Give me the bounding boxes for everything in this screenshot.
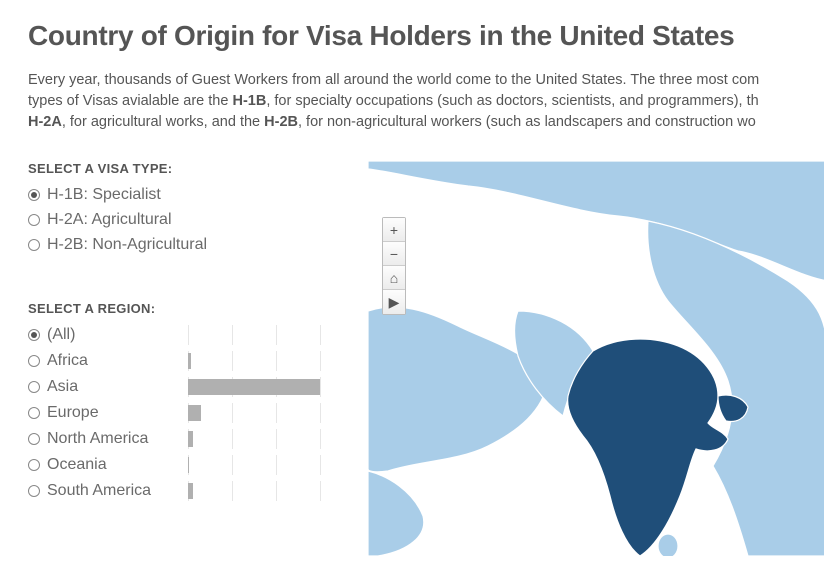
region-label: SELECT A REGION:	[28, 301, 368, 316]
zoom-in-button[interactable]: +	[383, 218, 405, 242]
region-option-label: Africa	[47, 352, 88, 370]
visa-type-label: SELECT A VISA TYPE:	[28, 161, 368, 176]
gridline	[276, 481, 277, 501]
region-option-label: North America	[47, 430, 148, 448]
gridline	[320, 351, 321, 371]
gridline	[276, 455, 277, 475]
gridline	[320, 481, 321, 501]
intro-bold: H-1B	[232, 93, 266, 109]
gridline	[188, 325, 189, 345]
region-bar-cell	[188, 403, 368, 423]
region-bar	[188, 431, 193, 447]
visa-type-option-label: H-1B: Specialist	[47, 186, 161, 204]
radio-icon	[28, 433, 40, 445]
region-option[interactable]: Africa	[28, 348, 368, 374]
region-list: (All) Africa Asia Europe North America Oceani…	[28, 322, 368, 504]
intro-text: types of Visas avialable are the	[28, 93, 232, 109]
visa-type-option-label: H-2B: Non-Agricultural	[47, 236, 207, 254]
gridline	[232, 455, 233, 475]
gridline	[232, 403, 233, 423]
region-option[interactable]: Europe	[28, 400, 368, 426]
map-controls: + − ⌂ ▶	[382, 217, 406, 315]
region-bar-cell	[188, 351, 368, 371]
region-bar-cell	[188, 429, 368, 449]
region-option-label: Oceania	[47, 456, 107, 474]
map-svg	[368, 161, 824, 556]
intro-bold: H-2A	[28, 114, 62, 130]
region-bar-cell	[188, 377, 368, 397]
gridline	[232, 351, 233, 371]
region-bar-cell	[188, 481, 368, 501]
radio-icon	[28, 329, 40, 341]
region-option-label: Europe	[47, 404, 99, 422]
gridline	[320, 403, 321, 423]
visa-type-option-label: H-2A: Agricultural	[47, 211, 172, 229]
page-title: Country of Origin for Visa Holders in th…	[28, 20, 824, 52]
region-option[interactable]: (All)	[28, 322, 368, 348]
region-option-label: (All)	[47, 326, 75, 344]
region-bar	[188, 457, 189, 473]
gridline	[232, 325, 233, 345]
region-bar	[188, 483, 193, 499]
visa-type-list: H-1B: Specialist H-2A: Agricultural H-2B: …	[28, 182, 368, 257]
region-bar	[188, 379, 320, 395]
intro-text: , for non-agricultural workers (such as …	[298, 114, 756, 130]
radio-icon	[28, 407, 40, 419]
radio-icon	[28, 485, 40, 497]
filter-panel: SELECT A VISA TYPE: H-1B: Specialist H-2A…	[28, 161, 368, 556]
intro-text: Every year, thousands of Guest Workers f…	[28, 72, 759, 88]
region-bar	[188, 353, 191, 369]
region-option[interactable]: Oceania	[28, 452, 368, 478]
radio-icon	[28, 239, 40, 251]
radio-icon	[28, 459, 40, 471]
map[interactable]: + − ⌂ ▶	[368, 161, 824, 556]
gridline	[320, 377, 321, 397]
zoom-out-button[interactable]: −	[383, 242, 405, 266]
intro-bold: H-2B	[264, 114, 298, 130]
gridline	[276, 429, 277, 449]
region-bar	[188, 405, 201, 421]
gridline	[276, 403, 277, 423]
region-option-label: South America	[47, 482, 151, 500]
radio-icon	[28, 381, 40, 393]
gridline	[320, 429, 321, 449]
intro-text: , for agricultural works, and the	[62, 114, 264, 130]
visa-type-option[interactable]: H-1B: Specialist	[28, 182, 368, 207]
region-bar-cell	[188, 455, 368, 475]
radio-icon	[28, 355, 40, 367]
gridline	[232, 429, 233, 449]
region-option[interactable]: North America	[28, 426, 368, 452]
gridline	[320, 455, 321, 475]
zoom-home-button[interactable]: ⌂	[383, 266, 405, 290]
radio-icon	[28, 189, 40, 201]
pan-button[interactable]: ▶	[383, 290, 405, 314]
region-bar-cell	[188, 325, 368, 345]
gridline	[276, 325, 277, 345]
gridline	[276, 351, 277, 371]
region-option[interactable]: Asia	[28, 374, 368, 400]
gridline	[320, 325, 321, 345]
intro-text: , for specialty occupations (such as doc…	[266, 93, 758, 109]
region-option-label: Asia	[47, 378, 78, 396]
visa-type-option[interactable]: H-2B: Non-Agricultural	[28, 232, 368, 257]
radio-icon	[28, 214, 40, 226]
intro-paragraph: Every year, thousands of Guest Workers f…	[28, 70, 824, 133]
gridline	[232, 481, 233, 501]
region-option[interactable]: South America	[28, 478, 368, 504]
visa-type-option[interactable]: H-2A: Agricultural	[28, 207, 368, 232]
